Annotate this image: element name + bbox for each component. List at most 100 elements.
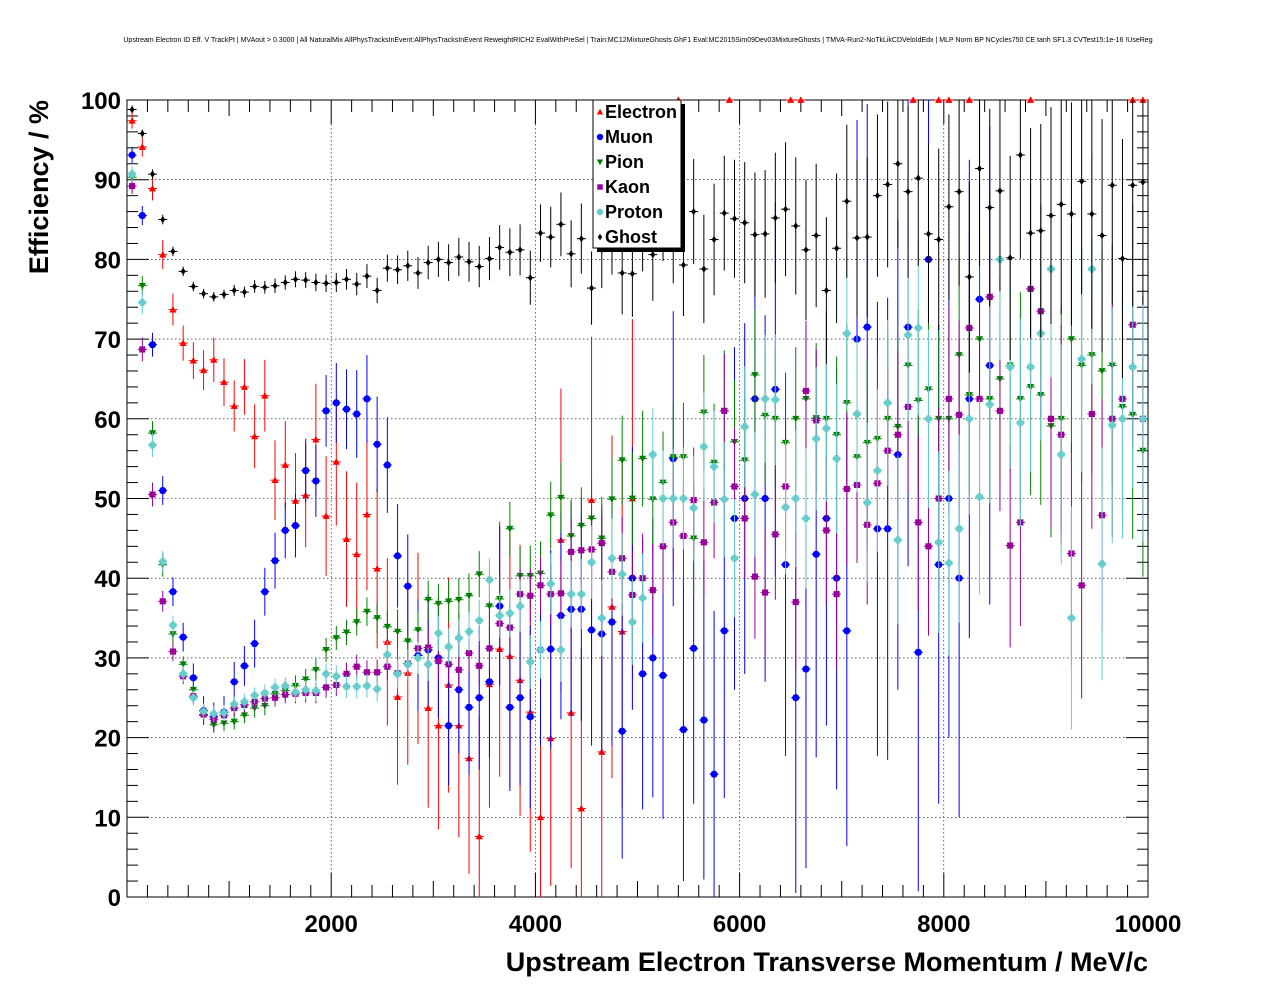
data-point (944, 306, 954, 492)
data-point (219, 289, 229, 300)
point-marker (210, 356, 218, 363)
data-point (587, 525, 597, 599)
point-marker (812, 435, 820, 443)
data-point (464, 611, 474, 652)
point-marker (353, 682, 361, 691)
point-marker (312, 686, 320, 695)
data-point (852, 159, 862, 316)
point-marker (557, 590, 564, 597)
point-marker (1088, 410, 1095, 418)
data-point (760, 528, 770, 657)
point-marker (149, 491, 156, 498)
point-marker (751, 372, 759, 379)
data-point (908, 96, 918, 103)
data-point (382, 254, 392, 282)
point-marker (405, 262, 411, 270)
data-point (556, 462, 566, 533)
data-point (239, 359, 249, 415)
point-marker (160, 215, 166, 224)
point-marker (1109, 181, 1115, 189)
point-marker (199, 707, 208, 715)
data-point (178, 325, 188, 361)
point-marker (516, 602, 524, 610)
data-point (413, 641, 423, 674)
point-marker (557, 646, 565, 654)
point-marker (271, 476, 279, 484)
point-marker (425, 258, 431, 267)
point-marker (322, 670, 330, 678)
point-marker (1129, 363, 1137, 371)
point-marker (843, 485, 850, 492)
data-point (464, 639, 474, 776)
data-point (495, 593, 505, 638)
data-point (148, 176, 158, 201)
point-marker (353, 550, 361, 558)
y-tick-label: 10 (94, 805, 121, 832)
data-point (219, 704, 229, 721)
point-marker (373, 685, 381, 693)
point-marker (730, 554, 739, 562)
point-marker (312, 435, 320, 443)
point-marker (909, 96, 917, 103)
point-marker (578, 235, 584, 243)
point-marker (148, 441, 157, 449)
point-marker (710, 770, 718, 778)
point-marker (577, 590, 585, 598)
point-marker (1139, 415, 1147, 423)
data-point (546, 553, 556, 615)
data-point (821, 217, 831, 364)
point-marker (577, 804, 585, 812)
point-marker (864, 233, 870, 241)
point-marker (363, 608, 371, 616)
data-point (832, 383, 842, 534)
data-point (148, 332, 158, 357)
data-point (250, 619, 260, 668)
point-marker (905, 188, 911, 196)
series-kaon (127, 178, 1148, 728)
point-marker (211, 293, 217, 301)
data-point (944, 114, 954, 300)
x-tick-label: 4000 (509, 911, 562, 938)
data-point (260, 359, 270, 432)
point-marker (691, 207, 697, 216)
data-point (699, 488, 709, 597)
data-point (362, 673, 372, 698)
point-marker (751, 490, 759, 499)
point-marker (393, 670, 402, 678)
grid-lines (127, 100, 1148, 897)
point-marker (823, 286, 829, 295)
point-marker (639, 594, 647, 602)
point-marker (282, 278, 288, 287)
point-marker (914, 648, 922, 656)
point-marker (700, 716, 708, 724)
point-marker (373, 440, 381, 448)
data-point (913, 434, 923, 611)
point-marker (189, 694, 197, 702)
data-point (1138, 296, 1148, 542)
data-point (382, 641, 392, 669)
data-point (301, 272, 311, 289)
data-point (168, 577, 178, 607)
point-marker (303, 276, 309, 284)
data-points (127, 96, 1148, 897)
series-proton (127, 154, 1148, 730)
point-marker (833, 591, 840, 598)
point-marker (710, 463, 718, 471)
data-point (158, 551, 168, 572)
data-point (199, 350, 209, 391)
data-point (617, 532, 627, 616)
legend-label: Proton (605, 202, 663, 222)
point-marker (802, 514, 810, 523)
point-marker (1016, 419, 1024, 427)
data-point (699, 560, 709, 880)
data-point (913, 240, 923, 416)
data-point (209, 337, 219, 383)
point-marker (374, 669, 381, 676)
data-point (127, 147, 137, 163)
data-point (791, 429, 801, 568)
point-marker (587, 558, 596, 566)
data-point (137, 129, 147, 138)
point-marker (832, 455, 841, 463)
data-point (1005, 155, 1015, 360)
point-marker (475, 616, 483, 625)
